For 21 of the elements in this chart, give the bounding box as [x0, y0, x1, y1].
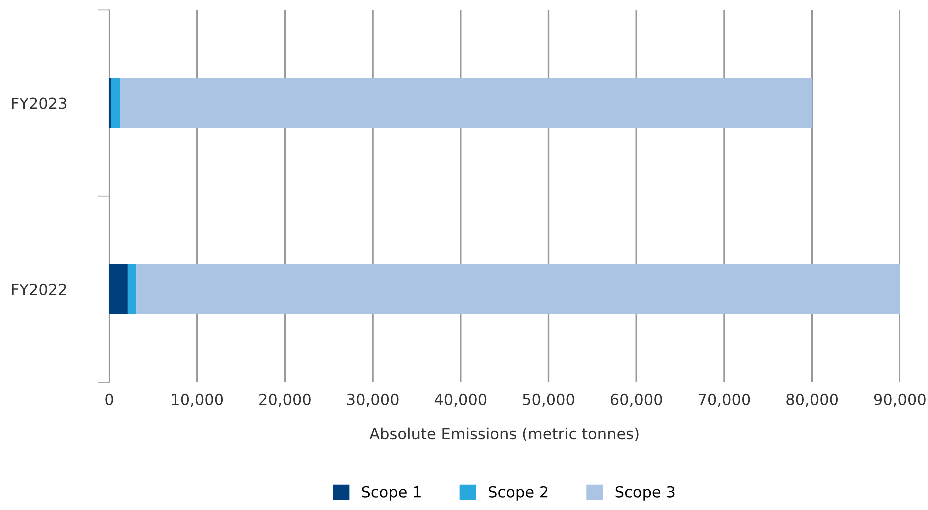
- x-tick-label: 60,000: [610, 394, 662, 407]
- legend-label: Scope 3: [616, 486, 675, 501]
- legend-label: Scope 2: [489, 486, 548, 501]
- x-tick-label: 30,000: [347, 394, 399, 407]
- bar: [128, 264, 137, 315]
- bar: [120, 78, 812, 128]
- x-tick-label: 10,000: [172, 394, 224, 407]
- legend-label: Scope 1: [362, 486, 421, 501]
- bar: [110, 264, 128, 315]
- y-tick-label: FY2022: [12, 284, 66, 296]
- x-tick-label: 90,000: [874, 394, 926, 407]
- x-tick-label: 80,000: [786, 394, 838, 407]
- x-axis-title: Absolute Emissions (metric tonnes): [370, 428, 639, 442]
- bar: [136, 264, 900, 315]
- bar: [111, 78, 120, 128]
- x-tick-label: 70,000: [698, 394, 750, 407]
- x-tick-label: 40,000: [434, 394, 487, 407]
- x-tick-label: 50,000: [523, 394, 574, 407]
- x-tick-label: 20,000: [260, 394, 311, 407]
- y-tick-label: FY2023: [12, 98, 67, 110]
- x-tick-label: 0: [106, 394, 114, 406]
